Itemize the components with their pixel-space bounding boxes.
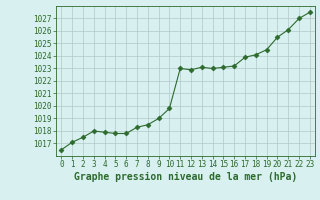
X-axis label: Graphe pression niveau de la mer (hPa): Graphe pression niveau de la mer (hPa) bbox=[74, 172, 297, 182]
